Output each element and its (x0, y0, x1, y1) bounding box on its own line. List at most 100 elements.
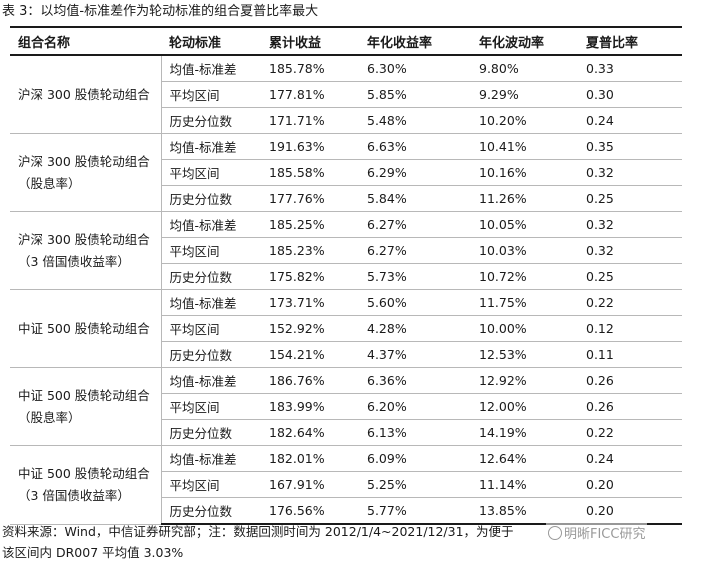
table-cell: 10.41% (471, 133, 578, 160)
header-cell: 夏普比率 (578, 27, 682, 56)
table-cell: 182.01% (261, 445, 359, 472)
table-cell: 10.20% (471, 107, 578, 134)
table-cell: 平均区间 (161, 393, 261, 420)
table-cell: 13.85% (471, 497, 578, 525)
table-cell: 0.11 (578, 341, 682, 368)
table-cell: 182.64% (261, 419, 359, 446)
table-cell: 均值-标准差 (161, 55, 261, 82)
table-cell: 9.80% (471, 55, 578, 82)
table-cell: 4.37% (359, 341, 471, 368)
table-cell: 0.12 (578, 315, 682, 342)
table-row: 历史分位数 182.64% 6.13% 14.19% 0.22 (10, 419, 682, 446)
table-cell: 5.48% (359, 107, 471, 134)
table-cell: 平均区间 (161, 315, 261, 342)
table-cell: 平均区间 (161, 81, 261, 108)
table-caption: 表 3：以均值-标准差作为轮动标准的组合夏普比率最大 (2, 4, 319, 19)
table-row: 沪深 300 股债轮动组合 均值-标准差 185.78% 6.30% 9.80% 0.33 (10, 55, 682, 134)
table-row: 平均区间 152.92% 4.28% 10.00% 0.12 (10, 315, 682, 342)
table-row: 沪深 300 股债轮动组合（股息率） 均值-标准差 191.63% 6.63% 10.4… (10, 133, 682, 212)
table-cell: 0.24 (578, 107, 682, 134)
table-cell: 0.26 (578, 393, 682, 420)
table-cell: 12.53% (471, 341, 578, 368)
table-cell: 均值-标准差 (161, 289, 261, 316)
header-row: 组合名称 轮动标准 累计收益 年化收益率 年化波动率 夏普比率 (10, 27, 682, 56)
table-cell: 0.32 (578, 211, 682, 238)
table-cell: 均值-标准差 (161, 367, 261, 394)
table-cell: 10.05% (471, 211, 578, 238)
table-row: 历史分位数 171.71% 5.48% 10.20% 0.24 (10, 107, 682, 134)
table-cell: 10.72% (471, 263, 578, 290)
table-cell: 历史分位数 (161, 419, 261, 446)
table-cell: 4.28% (359, 315, 471, 342)
table-cell: 5.60% (359, 289, 471, 316)
table-cell: 12.92% (471, 367, 578, 394)
table-row: 平均区间 167.91% 5.25% 11.14% 0.20 (10, 471, 682, 498)
table-cell: 185.23% (261, 237, 359, 264)
table-cell: 6.27% (359, 237, 471, 264)
table-cell: 171.71% (261, 107, 359, 134)
table-cell: 0.22 (578, 289, 682, 316)
portfolio-name-cell: 沪深 300 股债轮动组合 (10, 55, 162, 134)
table-cell: 0.35 (578, 133, 682, 160)
footnote-line: 该区间内 DR007 平均值 3.03% (2, 545, 184, 560)
table-cell: 平均区间 (161, 159, 261, 186)
table-cell: 历史分位数 (161, 341, 261, 368)
table-cell: 10.16% (471, 159, 578, 186)
portfolio-name-cell: 沪深 300 股债轮动组合（股息率） (10, 133, 162, 212)
table-cell: 186.76% (261, 367, 359, 394)
watermark: 明晰FICC研究 (546, 523, 648, 542)
wechat-logo-icon (548, 526, 562, 540)
table-cell: 历史分位数 (161, 107, 261, 134)
table-row: 历史分位数 175.82% 5.73% 10.72% 0.25 (10, 263, 682, 290)
table-cell: 185.25% (261, 211, 359, 238)
portfolio-name-cell: 中证 500 股债轮动组合（股息率） (10, 367, 162, 446)
table-cell: 0.22 (578, 419, 682, 446)
table-cell: 6.29% (359, 159, 471, 186)
table-cell: 12.64% (471, 445, 578, 472)
table-cell: 0.20 (578, 471, 682, 498)
table-cell: 0.20 (578, 497, 682, 525)
header-cell: 组合名称 (10, 27, 161, 56)
table-cell: 0.26 (578, 367, 682, 394)
table-row: 中证 500 股债轮动组合（3 倍国债收益率） 均值-标准差 182.01% 6.09… (10, 445, 682, 525)
table-cell: 5.73% (359, 263, 471, 290)
table-cell: 191.63% (261, 133, 359, 160)
table-cell: 11.26% (471, 185, 578, 212)
table-cell: 0.30 (578, 81, 682, 108)
table-row: 沪深 300 股债轮动组合（3 倍国债收益率） 均值-标准差 185.25% 6.27… (10, 211, 682, 290)
table-row: 中证 500 股债轮动组合 均值-标准差 173.71% 5.60% 11.75% 0.2… (10, 289, 682, 368)
portfolio-name-cell: 中证 500 股债轮动组合（3 倍国债收益率） (10, 445, 162, 525)
table-cell: 均值-标准差 (161, 133, 261, 160)
table-row: 平均区间 185.23% 6.27% 10.03% 0.32 (10, 237, 682, 264)
watermark-text: 明晰FICC研究 (564, 527, 646, 542)
portfolio-name-cell: 中证 500 股债轮动组合 (10, 289, 162, 368)
table-cell: 185.58% (261, 159, 359, 186)
table-cell: 177.81% (261, 81, 359, 108)
table-cell: 9.29% (471, 81, 578, 108)
table-cell: 0.25 (578, 263, 682, 290)
table-cell: 5.85% (359, 81, 471, 108)
table-cell: 6.20% (359, 393, 471, 420)
table-row: 平均区间 177.81% 5.85% 9.29% 0.30 (10, 81, 682, 108)
table-cell: 0.24 (578, 445, 682, 472)
table-cell: 14.19% (471, 419, 578, 446)
portfolio-name-cell: 沪深 300 股债轮动组合（3 倍国债收益率） (10, 211, 162, 290)
footnote: 资料来源：Wind，中信证券研究部；注：数据回测时间为 2012/1/4~202… (2, 521, 701, 563)
table-cell: 历史分位数 (161, 185, 261, 212)
footnote-line: 资料来源：Wind，中信证券研究部；注：数据回测时间为 2012/1/4~202… (2, 524, 514, 539)
table-row: 中证 500 股债轮动组合（股息率） 均值-标准差 186.76% 6.36% 12.9… (10, 367, 682, 446)
table-cell: 154.21% (261, 341, 359, 368)
table-cell: 0.32 (578, 159, 682, 186)
table-cell: 5.25% (359, 471, 471, 498)
table-cell: 177.76% (261, 185, 359, 212)
table-cell: 11.14% (471, 471, 578, 498)
table-body: 沪深 300 股债轮动组合 均值-标准差 185.78% 6.30% 9.80% 0.33… (10, 55, 682, 525)
table-cell: 12.00% (471, 393, 578, 420)
table-cell: 平均区间 (161, 237, 261, 264)
header-cell: 年化收益率 (359, 27, 471, 56)
table-row: 历史分位数 176.56% 5.77% 13.85% 0.20 (10, 497, 682, 525)
table-cell: 185.78% (261, 55, 359, 82)
table-cell: 历史分位数 (161, 263, 261, 290)
table-cell: 6.63% (359, 133, 471, 160)
table-cell: 6.13% (359, 419, 471, 446)
